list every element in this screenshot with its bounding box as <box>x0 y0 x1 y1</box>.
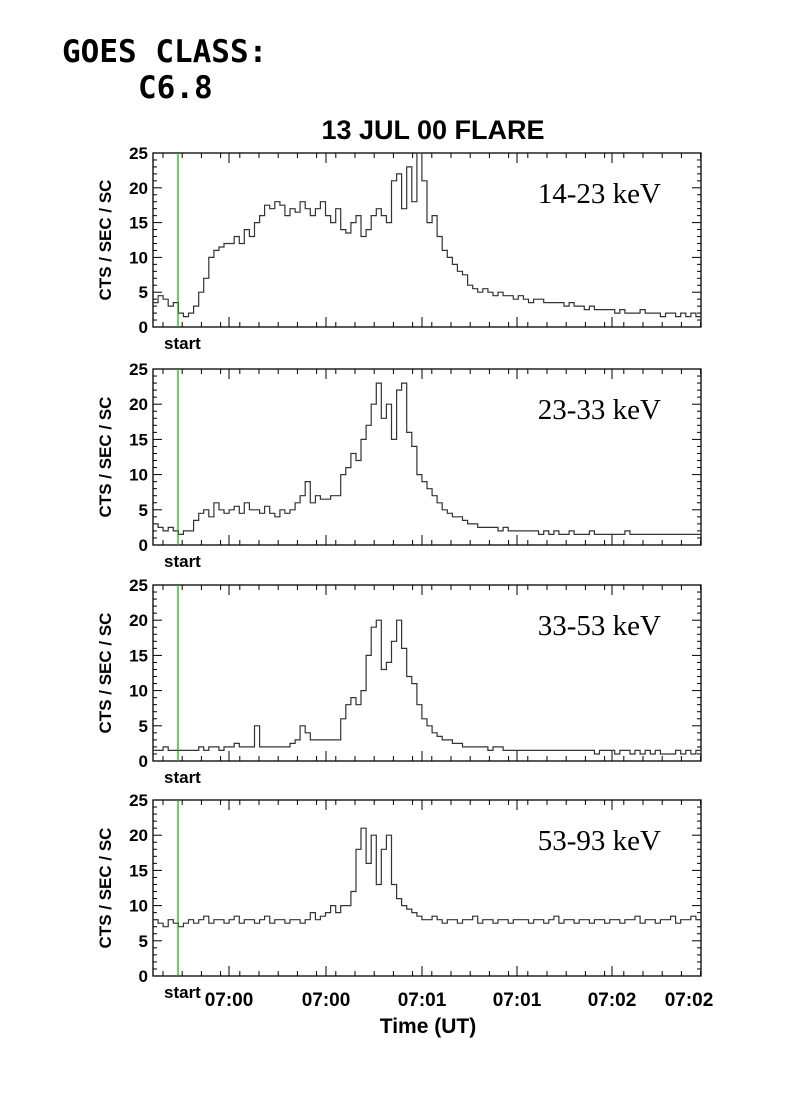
x-axis-label: Time (UT) <box>380 1015 476 1038</box>
start-marker-label: start <box>164 768 201 787</box>
y-tick-label: 15 <box>129 430 148 449</box>
y-tick-label: 25 <box>129 144 148 163</box>
y-tick-label: 5 <box>139 283 148 302</box>
y-axis-label: CTS / SEC / SC <box>96 397 115 518</box>
panel-frame <box>152 152 702 328</box>
y-tick-label: 10 <box>129 248 148 267</box>
x-tick-label: 07:01 <box>398 990 447 1011</box>
x-tick-label: 07:02 <box>665 990 714 1011</box>
y-tick-label: 25 <box>129 576 148 595</box>
y-tick-label: 10 <box>129 682 148 701</box>
y-tick-label: 20 <box>129 611 148 630</box>
y-tick-label: 15 <box>129 214 148 233</box>
energy-band-label: 33-53 keV <box>538 610 661 642</box>
energy-band-label: 14-23 keV <box>538 178 661 210</box>
x-tick-labels: 07:00 07:00 07:01 07:01 07:02 07:02 <box>205 990 714 1011</box>
start-marker-label: start <box>164 983 201 1002</box>
series-line <box>153 382 702 535</box>
panel-4: 0 5 10 15 20 25 CTS / SEC / SC start 53-93 keV <box>96 791 702 1002</box>
panel-frame <box>152 584 702 762</box>
y-tick-label: 15 <box>129 646 148 665</box>
x-tick-label: 07:02 <box>588 990 637 1011</box>
start-marker-label: start <box>164 552 201 571</box>
y-tick-label: 5 <box>139 717 148 736</box>
panel-3: 0 5 10 15 20 25 CTS / SEC / SC start 33-53 keV <box>96 576 702 787</box>
y-tick-label: 0 <box>139 318 148 337</box>
y-tick-label: 20 <box>129 179 148 198</box>
y-tick-label: 10 <box>129 897 148 916</box>
y-tick-label: 10 <box>129 466 148 485</box>
y-axis-label: CTS / SEC / SC <box>96 180 115 301</box>
panel-2: 0 5 10 15 20 25 CTS / SEC / SC start 23-33 keV <box>96 360 702 571</box>
y-tick-label: 25 <box>129 791 148 810</box>
y-axis-label: CTS / SEC / SC <box>96 828 115 949</box>
y-tick-label: 20 <box>129 826 148 845</box>
y-tick-label: 5 <box>139 932 148 951</box>
y-tick-label: 0 <box>139 967 148 986</box>
y-tick-label: 25 <box>129 360 148 379</box>
x-tick-label: 07:00 <box>302 990 351 1011</box>
energy-band-label: 53-93 keV <box>538 825 661 857</box>
series-line <box>153 152 701 318</box>
goes-class-line1: GOES CLASS: <box>62 34 268 70</box>
series-line <box>153 619 702 755</box>
energy-band-label: 23-33 keV <box>538 394 661 426</box>
start-marker-label: start <box>164 334 201 353</box>
y-tick-label: 15 <box>129 861 148 880</box>
panel-frame <box>152 799 702 977</box>
x-tick-label: 07:00 <box>205 990 254 1011</box>
y-tick-label: 20 <box>129 395 148 414</box>
panel-1: 0 5 10 15 20 25 CTS / SEC / SC start 14-23 keV <box>96 144 702 353</box>
y-tick-label: 0 <box>139 752 148 771</box>
panel-frame <box>152 368 702 546</box>
y-tick-label: 0 <box>139 536 148 555</box>
goes-class-label: GOES CLASS: C6.8 <box>62 34 267 106</box>
x-tick-label: 07:01 <box>493 990 542 1011</box>
chart-title: 13 JUL 00 FLARE <box>321 115 544 145</box>
series-line <box>153 827 701 928</box>
y-tick-label: 5 <box>139 501 148 520</box>
goes-class-value: C6.8 <box>138 70 213 106</box>
y-axis-label: CTS / SEC / SC <box>96 613 115 734</box>
chart-panels: 0 5 10 15 20 25 CTS / SEC / SC start 14-23 keV 0 5… <box>96 144 702 1002</box>
